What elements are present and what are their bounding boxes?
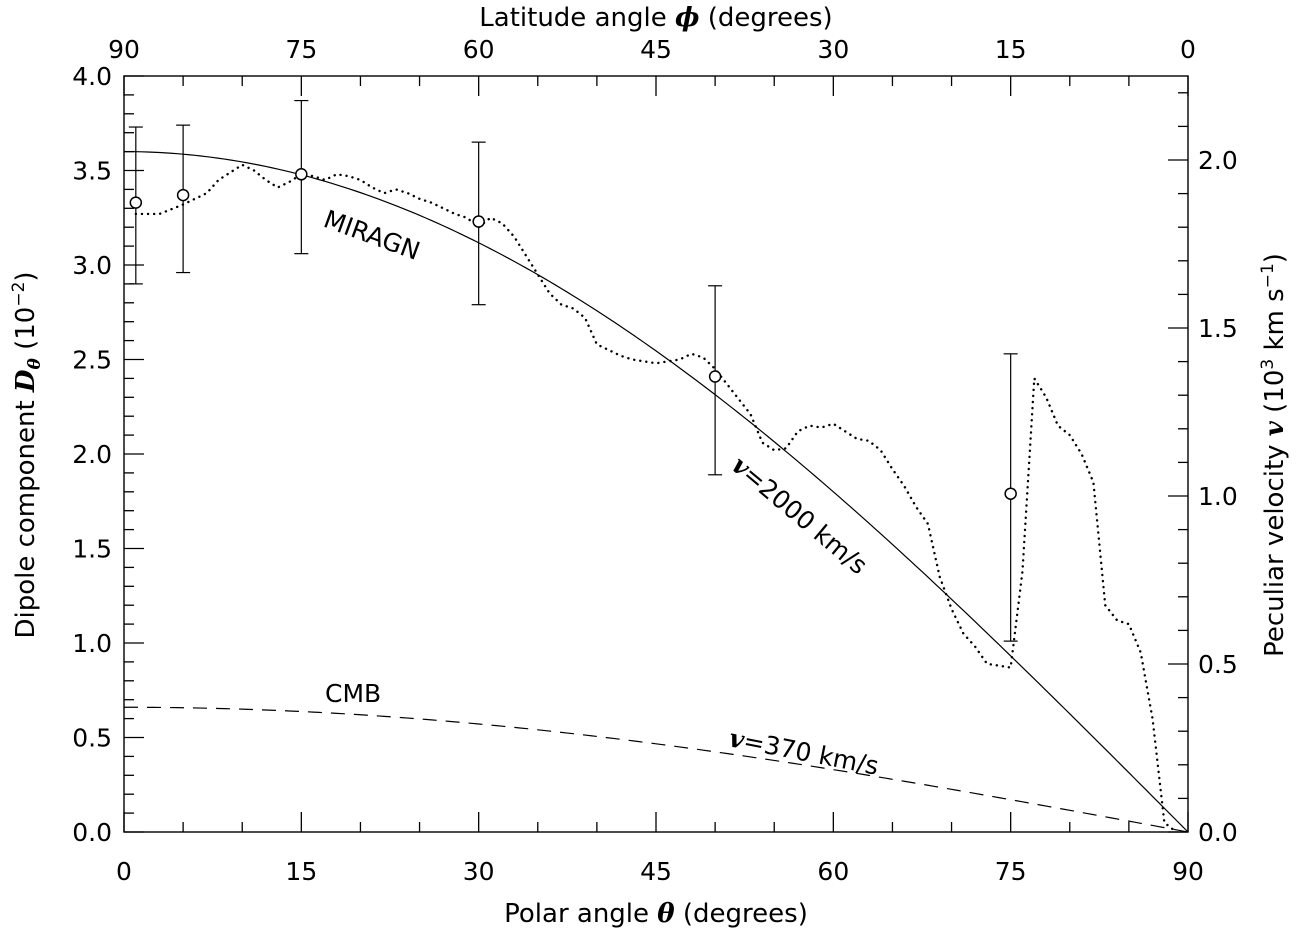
y-tick-label: 3.5 (72, 157, 112, 186)
x2-tick-label: 30 (817, 35, 849, 64)
x2-tick-label: 90 (108, 35, 140, 64)
y2-axis-label: Peculiar velocity v (103 km s−1) (1258, 253, 1290, 657)
data-point (1004, 487, 1017, 500)
miragn-annotation: MIRAGN (320, 204, 424, 265)
x2-tick-label: 75 (285, 35, 317, 64)
series-group (123, 99, 1189, 834)
x-axis-label-symbol: θ (657, 899, 675, 929)
y-axis-label-unit-close: ) (11, 271, 41, 281)
data-point (295, 168, 308, 181)
y2-axis-label-symbol: v (1260, 420, 1290, 436)
y2-axis-label-unit-close: ) (1260, 253, 1290, 263)
axis-labels: Polar angle θ (degrees)Latitude angle ϕ … (9, 3, 1290, 929)
x-axis-label-text: Polar angle (504, 899, 657, 929)
series-dashed-line (124, 706, 1189, 833)
x-tick-label: 75 (995, 857, 1027, 886)
data-point (708, 370, 722, 383)
y-axis-label-symbol: D (11, 369, 41, 393)
x-tick-label: 60 (817, 857, 849, 886)
x-axis-label-unit: (degrees) (675, 899, 808, 929)
y2-axis-label-unit-mid: km s (1260, 288, 1290, 358)
x-tick-label: 90 (1172, 857, 1204, 886)
x2-tick-label: 45 (640, 35, 672, 64)
y2-tick-label: 2.0 (1198, 146, 1238, 175)
y-axis-label-subscript: θ (25, 358, 45, 370)
axis-ticks (123, 75, 1189, 833)
y-tick-label: 3.0 (72, 251, 112, 280)
x-tick-label: 30 (463, 857, 495, 886)
cmb-annotation: CMB (325, 679, 381, 708)
x2-axis-label-unit: (degrees) (699, 3, 832, 33)
y2-axis-label-exponent: 3 (1258, 359, 1278, 370)
y-axis-label-unit: (10 (11, 307, 41, 359)
y2-axis-label-text: Peculiar velocity (1260, 436, 1290, 657)
y2-tick-label: 1.5 (1198, 314, 1238, 343)
y-tick-label: 1.5 (72, 535, 112, 564)
x-tick-label: 45 (640, 857, 672, 886)
v2000-text: =2000 km/s (737, 460, 873, 580)
series-dotted-line (134, 163, 1178, 834)
x2-axis-label-text: Latitude angle (479, 3, 675, 33)
y-tick-label: 0.5 (72, 724, 112, 753)
y-tick-label: 2.0 (72, 440, 112, 469)
y2-axis-label-unit: (10 (1260, 370, 1290, 422)
y-tick-label: 4.0 (72, 62, 112, 91)
y-axis-label-exponent: −2 (9, 282, 29, 307)
y2-tick-label: 0.0 (1198, 818, 1238, 847)
x-axis-label: Polar angle θ (degrees) (504, 899, 808, 929)
x-tick-label: 15 (285, 857, 317, 886)
x2-tick-label: 60 (463, 35, 495, 64)
y-tick-label: 0.0 (72, 818, 112, 847)
v370-symbol: v (727, 723, 747, 754)
y-axis-label-text: Dipole component (11, 392, 41, 639)
x2-axis-label: Latitude angle ϕ (degrees) (479, 3, 832, 33)
x2-tick-label: 0 (1180, 35, 1196, 64)
y-axis-label: Dipole component Dθ (10−2) (9, 271, 45, 638)
y2-tick-label: 1.0 (1198, 482, 1238, 511)
v2000-annotation: v=2000 km/s (726, 450, 873, 580)
series-solid-line (123, 151, 1189, 833)
data-point (129, 196, 143, 209)
data-point (176, 188, 190, 202)
data-point (472, 215, 485, 228)
y2-tick-label: 0.5 (1198, 650, 1238, 679)
v370-text: =370 km/s (741, 726, 881, 781)
x2-axis-label-symbol: ϕ (675, 3, 699, 33)
x2-tick-label: 15 (995, 35, 1027, 64)
plot-frame (123, 75, 1189, 833)
y2-axis-label-exponent2: −1 (1258, 263, 1278, 288)
x-tick-label: 0 (116, 857, 132, 886)
v370-annotation: v=370 km/s (727, 723, 881, 780)
y-tick-label: 1.0 (72, 629, 112, 658)
y-tick-label: 2.5 (72, 346, 112, 375)
